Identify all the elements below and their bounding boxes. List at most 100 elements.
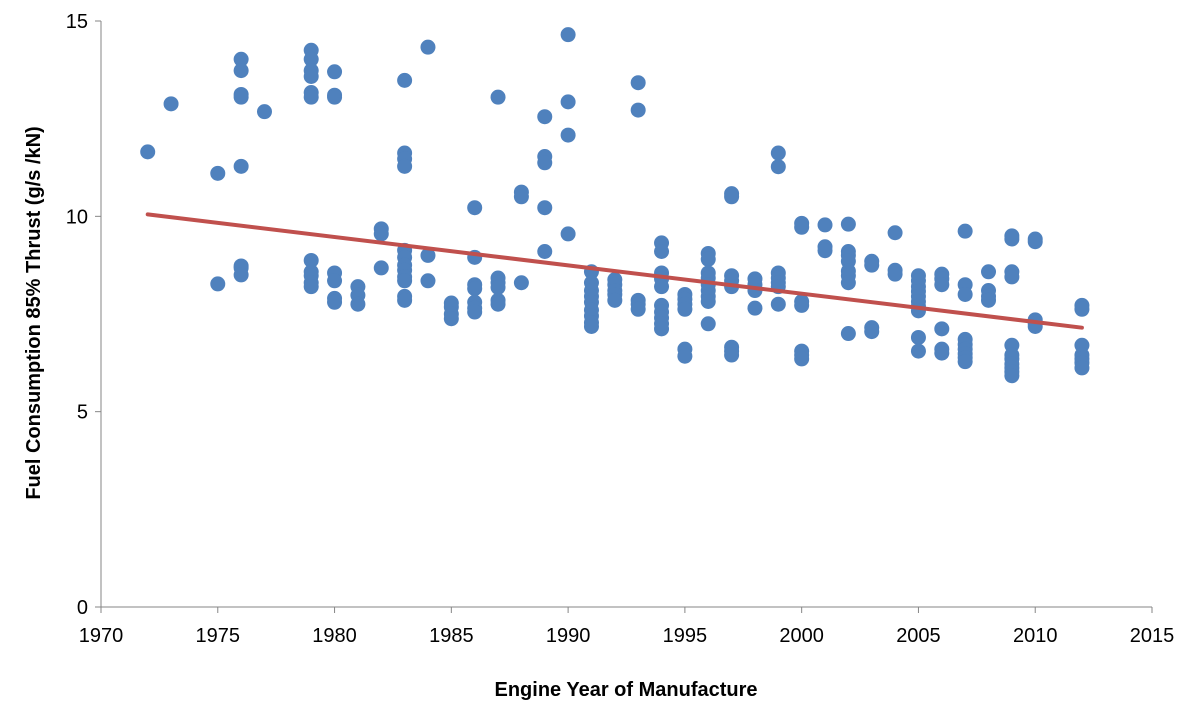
x-tick-label: 2000 [779, 625, 824, 647]
data-point [840, 326, 856, 342]
data-point [630, 102, 646, 118]
data-point [303, 279, 319, 295]
data-point [840, 216, 856, 232]
y-tick-label: 15 [66, 11, 88, 33]
data-point [397, 72, 413, 88]
data-point [934, 345, 950, 361]
axes [100, 21, 1152, 608]
data-point [350, 296, 366, 312]
x-axis-title: Engine Year of Manufacture [494, 679, 757, 701]
data-point [981, 292, 997, 308]
data-point [233, 158, 249, 174]
data-point [1004, 368, 1020, 384]
data-point [700, 293, 716, 309]
x-tick-label: 1985 [429, 625, 474, 647]
data-point [537, 200, 553, 216]
data-point [934, 321, 950, 337]
data-point [1004, 269, 1020, 285]
data-point [770, 159, 786, 175]
data-point [210, 165, 226, 181]
data-point [210, 276, 226, 292]
data-point [327, 273, 343, 289]
data-point [303, 68, 319, 84]
data-point [654, 321, 670, 337]
x-tick-label: 2015 [1130, 625, 1175, 647]
data-point [233, 89, 249, 105]
y-tick-label: 0 [77, 597, 88, 619]
data-point [817, 243, 833, 259]
y-tick-label: 10 [66, 206, 88, 228]
data-point [537, 155, 553, 171]
data-points [140, 27, 1090, 384]
data-point [607, 292, 623, 308]
data-point [747, 300, 763, 316]
data-point [957, 286, 973, 302]
data-point [770, 145, 786, 161]
y-axis-title: Fuel Consumption 85% Thrust (g/s /kN) [23, 126, 45, 499]
data-point [443, 311, 459, 327]
data-point [817, 217, 833, 233]
data-point [373, 260, 389, 276]
data-point [630, 75, 646, 91]
x-tick-label: 2005 [896, 625, 941, 647]
data-point [560, 127, 576, 143]
x-axis-ticks: 1970 1975 1980 1985 1990 1995 2000 2005 2010 2015 [79, 607, 1175, 647]
data-point [1074, 360, 1090, 376]
data-point [700, 316, 716, 332]
data-point [420, 39, 436, 55]
data-point [864, 257, 880, 273]
data-point [654, 243, 670, 259]
data-point [233, 63, 249, 79]
data-point [981, 264, 997, 280]
data-point [1027, 234, 1043, 250]
data-point [490, 89, 506, 105]
data-point [560, 27, 576, 43]
data-point [256, 104, 272, 120]
y-tick-label: 5 [77, 402, 88, 424]
data-point [957, 223, 973, 239]
data-point [1004, 231, 1020, 247]
data-point [303, 89, 319, 105]
x-tick-label: 1970 [79, 625, 124, 647]
data-point [560, 226, 576, 242]
data-point [140, 144, 156, 160]
data-point [233, 267, 249, 283]
x-tick-label: 2010 [1013, 625, 1058, 647]
y-axis-ticks: 0 5 10 15 [66, 11, 101, 619]
data-point [467, 281, 483, 297]
data-point [677, 301, 693, 317]
data-point [770, 296, 786, 312]
data-point [327, 64, 343, 80]
data-point [887, 225, 903, 241]
data-point [327, 294, 343, 310]
data-point [327, 89, 343, 105]
data-point [397, 273, 413, 289]
data-point [560, 94, 576, 110]
data-point [303, 252, 319, 268]
data-point [163, 96, 179, 112]
data-point [537, 243, 553, 259]
data-point [513, 275, 529, 291]
data-point [910, 343, 926, 359]
data-point [490, 279, 506, 295]
data-point [934, 277, 950, 293]
data-point [397, 292, 413, 308]
data-point [537, 109, 553, 125]
data-point [794, 351, 810, 367]
x-tick-label: 1980 [312, 625, 357, 647]
data-point [583, 319, 599, 335]
data-point [700, 251, 716, 267]
data-point [420, 273, 436, 289]
x-tick-label: 1995 [663, 625, 708, 647]
data-point [397, 158, 413, 174]
data-point [467, 200, 483, 216]
data-point [864, 324, 880, 340]
data-point [794, 297, 810, 313]
data-point [957, 354, 973, 370]
x-tick-label: 1990 [546, 625, 591, 647]
data-point [1074, 301, 1090, 317]
data-point [233, 51, 249, 67]
data-point [724, 347, 740, 363]
data-point [513, 189, 529, 205]
